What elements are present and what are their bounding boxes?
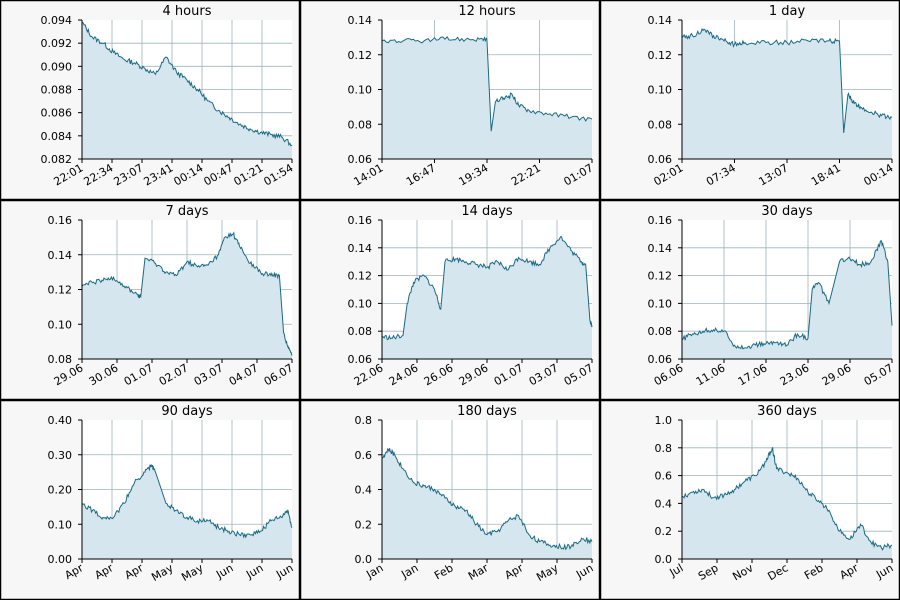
series-area	[382, 36, 592, 159]
chart-panel: 4 hours 0.082 0.084 0.086 0.088 0.090 0.092 0.0…	[0, 0, 300, 200]
y-tick-label: 0.06	[648, 353, 673, 366]
y-tick-label: 0.10	[48, 318, 73, 331]
y-tick-label: 0.16	[48, 214, 73, 227]
y-tick-label: 0.14	[348, 242, 373, 255]
series-line	[381, 35, 593, 132]
y-tick-label: 0.082	[41, 153, 73, 166]
y-tick-label: 0.16	[648, 214, 673, 227]
y-tick-label: 0.10	[648, 297, 673, 310]
y-tick-label: 0.06	[648, 153, 673, 166]
y-tick-label: 0.10	[48, 518, 73, 531]
y-tick-label: 0.12	[348, 270, 373, 283]
y-tick-label: 0.08	[648, 118, 673, 131]
y-tick-label: 0.6	[655, 470, 673, 483]
series-line	[381, 236, 593, 341]
y-tick-label: 0.8	[655, 442, 673, 455]
y-tick-label: 0.14	[348, 14, 373, 27]
panel-border	[300, 0, 600, 200]
series-area	[382, 448, 592, 559]
y-tick-label: 0.12	[648, 270, 673, 283]
y-tick-label: 0.08	[648, 325, 673, 338]
series-line	[81, 231, 293, 356]
y-tick-label: 0.14	[648, 14, 673, 27]
y-tick-label: 0.12	[648, 49, 673, 62]
series-line	[681, 447, 893, 551]
y-tick-label: 0.0	[355, 553, 373, 566]
y-tick-label: 0.6	[355, 449, 373, 462]
chart-title: 30 days	[761, 204, 813, 219]
y-tick-label: 0.08	[48, 353, 73, 366]
chart-title: 7 days	[165, 204, 208, 219]
y-tick-label: 0.0	[655, 553, 673, 566]
chart-title: 360 days	[757, 404, 817, 419]
series-line	[81, 463, 293, 539]
y-tick-label: 0.30	[48, 449, 73, 462]
series-area	[382, 236, 592, 359]
y-tick-label: 1.0	[655, 414, 673, 427]
series-area	[82, 232, 292, 359]
y-tick-label: 0.10	[648, 84, 673, 97]
y-tick-label: 0.4	[655, 497, 673, 510]
series-line	[381, 447, 593, 551]
chart-title: 180 days	[457, 404, 517, 419]
series-line	[81, 21, 293, 147]
y-tick-label: 0.10	[348, 84, 373, 97]
y-tick-label: 0.06	[348, 153, 373, 166]
y-tick-label: 0.14	[48, 249, 73, 262]
series-area	[82, 22, 292, 159]
chart-title: 4 hours	[163, 4, 212, 19]
y-tick-label: 0.08	[348, 325, 373, 338]
y-tick-label: 0.08	[348, 118, 373, 131]
y-tick-label: 0.092	[41, 37, 73, 50]
y-tick-label: 0.12	[348, 49, 373, 62]
series-area	[682, 240, 892, 359]
y-tick-label: 0.094	[41, 14, 73, 27]
chart-title: 1 day	[769, 4, 806, 19]
x-tick-label: Jul	[667, 561, 686, 579]
series-area	[82, 464, 292, 559]
y-tick-label: 0.40	[48, 414, 73, 427]
chart-title: 14 days	[461, 204, 513, 219]
y-tick-label: 0.14	[648, 242, 673, 255]
series-area	[682, 29, 892, 159]
y-tick-label: 0.088	[41, 84, 73, 97]
series-line	[681, 240, 893, 350]
panel-border	[0, 200, 300, 400]
y-tick-label: 0.10	[348, 297, 373, 310]
y-tick-label: 0.20	[48, 484, 73, 497]
panel-border	[300, 200, 600, 400]
y-tick-label: 0.06	[348, 353, 373, 366]
y-tick-label: 0.16	[348, 214, 373, 227]
series-line	[681, 28, 893, 133]
panel-border	[0, 0, 300, 200]
y-tick-label: 0.084	[41, 130, 73, 143]
y-tick-label: 0.086	[41, 107, 73, 120]
y-tick-label: 0.090	[41, 60, 73, 73]
y-tick-label: 0.4	[355, 484, 373, 497]
chart-title: 90 days	[161, 404, 213, 419]
y-tick-label: 0.12	[48, 284, 73, 297]
y-tick-label: 0.2	[355, 518, 373, 531]
y-tick-label: 0.00	[48, 553, 73, 566]
chart-title: 12 hours	[458, 4, 515, 19]
y-tick-label: 0.2	[655, 525, 673, 538]
y-tick-label: 0.8	[355, 414, 373, 427]
